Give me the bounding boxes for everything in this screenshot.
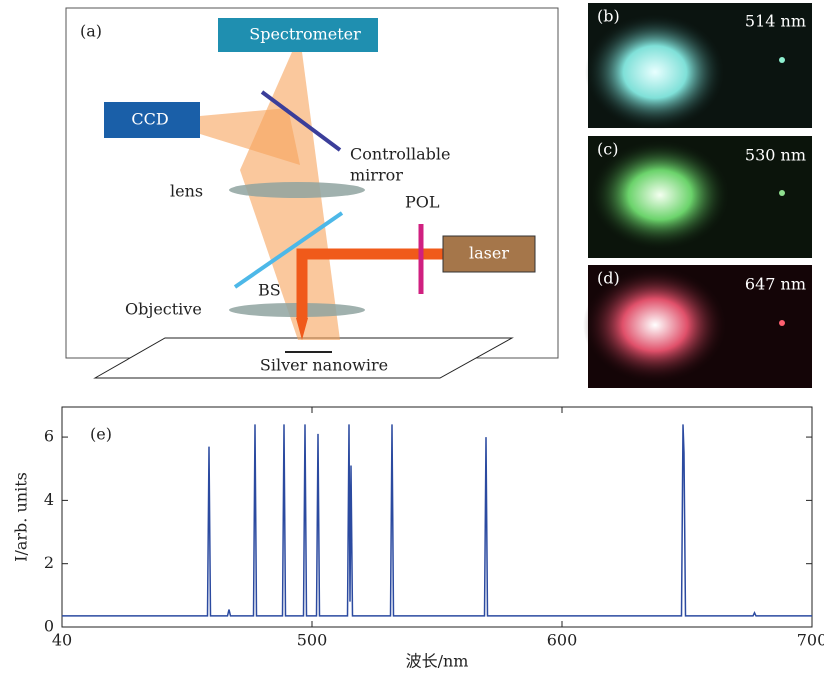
- end-spot: [779, 320, 785, 326]
- glow: [585, 14, 725, 130]
- panel-label: (c): [597, 140, 618, 159]
- spectrum-chart: (e) 波长/nm I/arb. units 40 500 600 700 0 2 4 6: [12, 407, 824, 671]
- figure: (a) Spectrometer CCD Controllable mirror…: [0, 0, 824, 675]
- wavelength-label: 514 nm: [745, 12, 806, 31]
- objective-label: Objective: [125, 300, 202, 319]
- x-tick-label: 600: [547, 631, 578, 650]
- mirror-label: Controllable: [350, 145, 451, 164]
- wavelength-label: 647 nm: [745, 275, 806, 294]
- panel-label: (e): [90, 425, 112, 444]
- x-tick-label: 700: [797, 631, 824, 650]
- bs-label: BS: [258, 281, 281, 300]
- y-tick-label: 6: [44, 427, 54, 446]
- end-spot: [779, 57, 785, 63]
- pol-label: POL: [405, 193, 440, 212]
- wavelength-label: 530 nm: [745, 146, 806, 165]
- ccd-label: CCD: [131, 110, 168, 129]
- laser-label: laser: [469, 244, 509, 263]
- lens-label: lens: [170, 182, 203, 201]
- end-spot: [779, 190, 785, 196]
- image-panels: (b) 514 nm (c) 530 nm (d) 647 nm: [583, 3, 812, 388]
- panel-label: (a): [80, 22, 102, 41]
- sample-label: Silver nanowire: [260, 356, 388, 375]
- panel-label: (b): [597, 7, 620, 26]
- spectrometer-label: Spectrometer: [249, 25, 361, 44]
- mirror-label: mirror: [350, 166, 403, 185]
- setup-diagram: (a) Spectrometer CCD Controllable mirror…: [66, 8, 558, 378]
- lens: [229, 182, 365, 198]
- y-axis-label: I/arb. units: [12, 472, 31, 562]
- x-tick-label: 500: [297, 631, 328, 650]
- x-axis-label: 波长/nm: [406, 652, 469, 671]
- y-tick-label: 4: [44, 490, 54, 509]
- spectrum-line: [62, 424, 812, 616]
- y-tick-label: 0: [44, 617, 54, 636]
- plot-frame: [62, 407, 812, 627]
- panel-label: (d): [597, 269, 620, 288]
- y-tick-label: 2: [44, 553, 54, 572]
- x-tick-label: 40: [52, 631, 72, 650]
